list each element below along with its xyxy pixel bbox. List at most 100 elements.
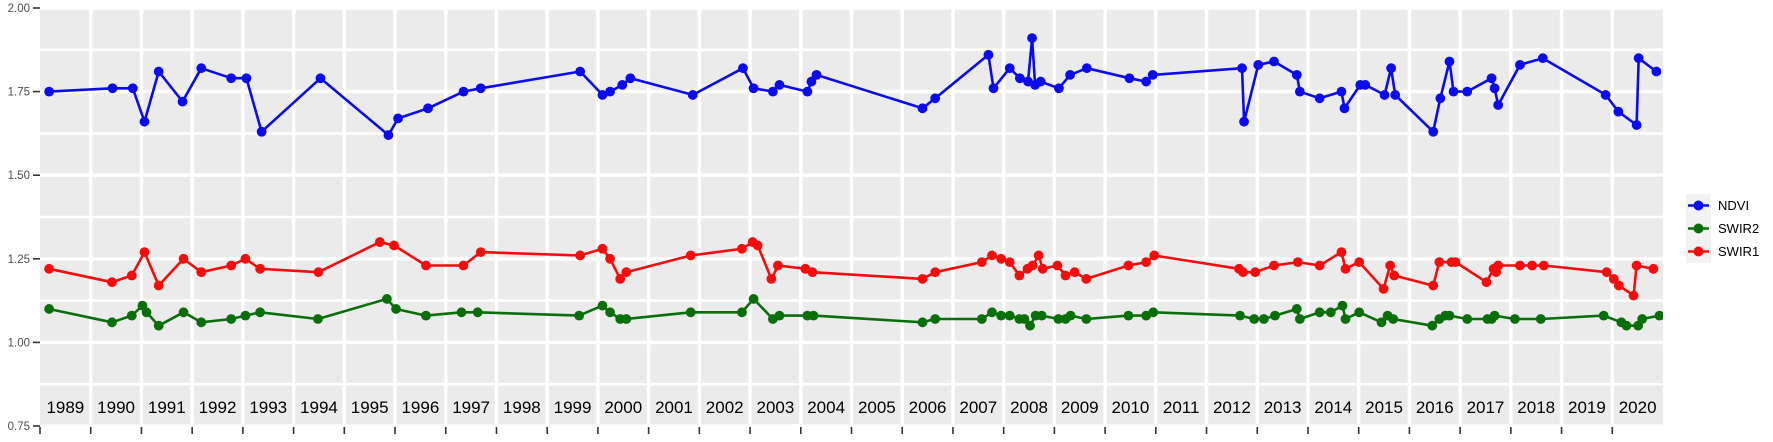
- data-point-swir2: [1354, 307, 1365, 318]
- data-point-swir1: [1004, 257, 1015, 268]
- data-point-swir2: [1235, 310, 1245, 321]
- data-point-swir1: [1141, 257, 1152, 268]
- data-point-swir1: [374, 237, 385, 247]
- x-axis-year-label: 2020: [1619, 398, 1657, 417]
- data-point-ndvi: [475, 83, 486, 94]
- legend-key-point: [1693, 223, 1704, 234]
- data-point-swir1: [139, 247, 150, 258]
- y-axis-tick-label: 0.75: [8, 421, 30, 433]
- x-axis-year-label: 1996: [401, 398, 439, 417]
- x-axis-year-label: 2001: [655, 398, 693, 417]
- data-point-ndvi: [44, 86, 55, 97]
- data-point-swir1: [737, 243, 747, 254]
- data-point-swir2: [1148, 307, 1159, 318]
- data-point-ndvi: [1360, 80, 1371, 90]
- data-point-ndvi: [315, 73, 326, 84]
- data-point-swir2: [1510, 314, 1520, 324]
- data-point-swir1: [1238, 267, 1248, 278]
- data-point-swir2: [808, 310, 819, 321]
- legend-label-ndvi: NDVI: [1718, 198, 1750, 213]
- data-point-ndvi: [1613, 106, 1624, 117]
- data-point-swir2: [930, 314, 941, 324]
- data-point-swir1: [605, 253, 615, 264]
- data-point-ndvi: [127, 83, 138, 94]
- series-line-swir1: [47, 240, 1655, 297]
- data-point-swir1: [1538, 260, 1549, 271]
- series-group: [44, 33, 1663, 331]
- data-point-swir2: [1065, 310, 1076, 321]
- data-point-swir1: [1601, 267, 1612, 278]
- data-point-ndvi: [988, 83, 999, 94]
- data-point-ndvi: [1065, 69, 1075, 80]
- data-point-swir1: [1336, 247, 1347, 258]
- data-point-swir1: [1027, 260, 1038, 271]
- data-point-swir2: [391, 304, 401, 314]
- x-axis-year-label: 2012: [1213, 398, 1251, 417]
- x-axis-year-label: 2005: [858, 398, 896, 417]
- data-point-swir1: [996, 253, 1007, 264]
- data-point-ndvi: [1035, 76, 1046, 87]
- data-point-ndvi: [767, 86, 778, 97]
- data-point-swir2: [196, 317, 207, 328]
- x-axis-year-label: 1994: [300, 398, 338, 417]
- data-point-swir1: [240, 253, 251, 264]
- x-axis-year-label: 1990: [97, 398, 135, 417]
- data-point-swir1: [126, 270, 137, 281]
- data-point-ndvi: [575, 66, 586, 77]
- data-point-ndvi: [1448, 86, 1459, 97]
- data-point-swir2: [987, 307, 997, 318]
- legend-label-swir2: SWIR2: [1718, 221, 1760, 236]
- data-point-ndvi: [1269, 56, 1279, 67]
- x-axis-year-label: 2019: [1568, 398, 1606, 417]
- legend-item-ndvi: NDVI: [1686, 194, 1759, 217]
- data-point-ndvi: [393, 113, 403, 124]
- data-point-ndvi: [605, 86, 615, 97]
- data-point-ndvi: [1493, 100, 1504, 110]
- data-point-swir1: [752, 240, 763, 251]
- data-point-swir2: [917, 317, 928, 328]
- data-point-ndvi: [1291, 69, 1302, 80]
- data-point-ndvi: [1014, 73, 1025, 84]
- data-point-ndvi: [625, 73, 636, 84]
- data-point-swir2: [1637, 314, 1648, 324]
- x-axis-year-label: 2015: [1365, 398, 1403, 417]
- data-point-swir1: [976, 257, 987, 268]
- x-axis-year-label: 2002: [706, 398, 744, 417]
- x-axis-year-label: 2007: [959, 398, 997, 417]
- data-point-swir2: [1340, 314, 1351, 324]
- data-point-swir1: [1450, 257, 1461, 268]
- data-point-swir1: [1613, 280, 1624, 291]
- data-point-swir1: [1052, 260, 1063, 271]
- data-point-swir1: [773, 260, 783, 271]
- x-axis-year-label: 2008: [1010, 398, 1048, 417]
- x-axis-year-label: 2003: [757, 398, 795, 417]
- data-point-swir1: [107, 277, 117, 288]
- x-axis-year-label: 2009: [1061, 398, 1099, 417]
- x-axis-year-label: 1991: [148, 398, 186, 417]
- data-point-swir1: [458, 260, 469, 271]
- data-point-ndvi: [738, 63, 748, 74]
- data-point-ndvi: [423, 103, 433, 114]
- data-point-swir2: [1427, 320, 1438, 331]
- data-point-swir2: [1053, 314, 1064, 324]
- y-axis-tick-label: 1.75: [8, 87, 30, 99]
- data-point-swir1: [1060, 270, 1071, 281]
- data-point-swir2: [1249, 314, 1260, 324]
- data-point-ndvi: [1339, 103, 1350, 114]
- data-point-swir2: [1325, 307, 1336, 318]
- legend-key-point: [1693, 200, 1704, 211]
- x-axis-year-label: 2018: [1517, 398, 1555, 417]
- x-axis-year-label: 2014: [1314, 398, 1352, 417]
- data-point-swir1: [1292, 257, 1303, 268]
- data-point-swir2: [240, 310, 251, 321]
- data-point-swir1: [1033, 250, 1044, 261]
- data-point-swir2: [1004, 310, 1015, 321]
- data-point-swir1: [917, 273, 928, 284]
- data-point-swir1: [1081, 273, 1092, 284]
- data-point-swir2: [1376, 317, 1387, 328]
- data-point-swir1: [1515, 260, 1525, 271]
- data-point-ndvi: [597, 90, 608, 100]
- series-line-ndvi: [47, 36, 1658, 137]
- data-point-ndvi: [1141, 76, 1152, 87]
